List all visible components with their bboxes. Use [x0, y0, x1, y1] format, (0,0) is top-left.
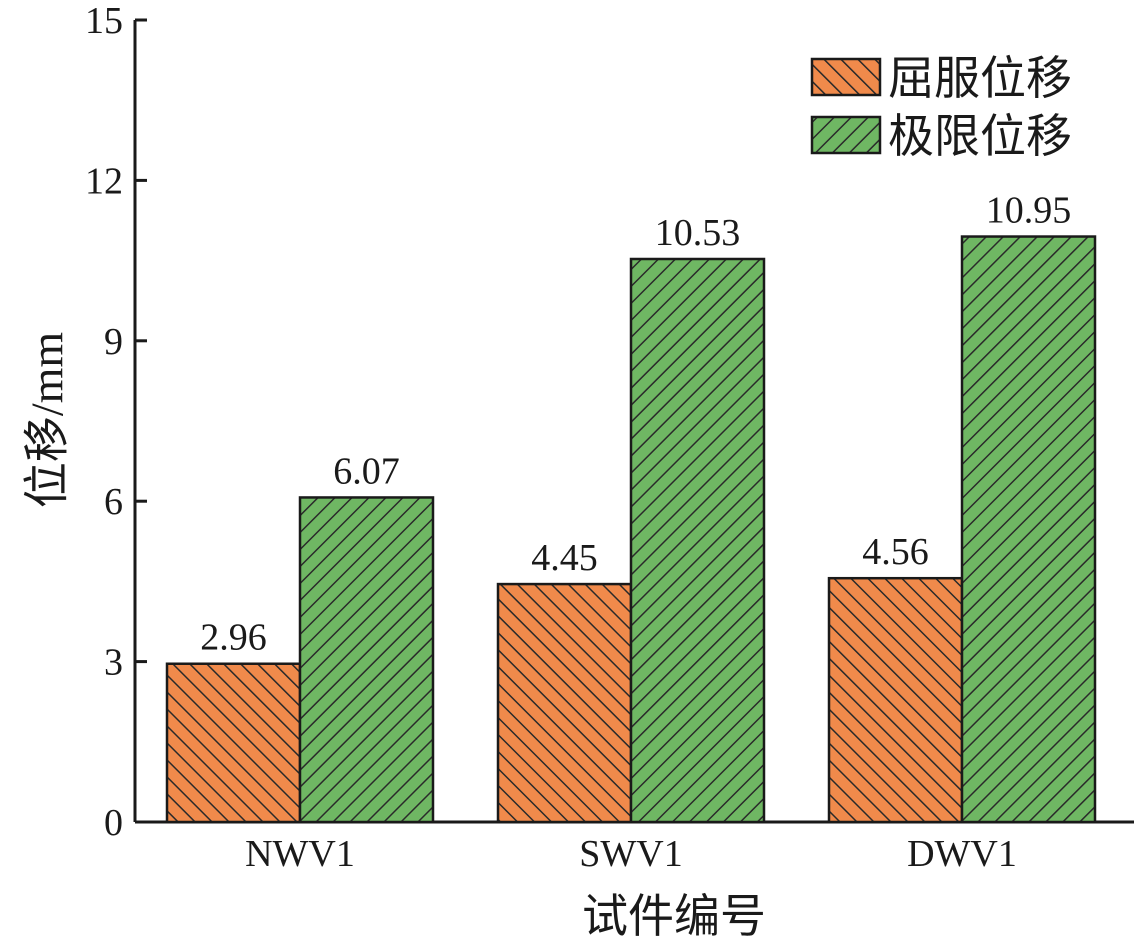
y-axis-title: 位移/mm [22, 332, 73, 509]
bar-ultimate-swv1 [629, 257, 766, 824]
legend: 屈服位移 极限位移 [810, 53, 1072, 162]
bars-layer [165, 235, 1097, 824]
y-tick-label: 12 [85, 160, 123, 202]
legend-swatch-yield [810, 57, 882, 97]
bar-yield-dwv1 [827, 576, 964, 824]
bar-yield-swv1 [496, 582, 633, 824]
data-label-yield-nwv1: 2.96 [200, 617, 267, 659]
legend-swatch-ultimate [810, 115, 882, 155]
y-tick-label: 0 [104, 802, 123, 844]
data-label-ultimate-swv1: 10.53 [655, 212, 741, 254]
y-tick-label: 3 [104, 642, 123, 684]
x-tick-label-swv1: SWV1 [579, 833, 682, 875]
data-label-yield-dwv1: 4.56 [862, 531, 929, 573]
x-axis-title: 试件编号 [582, 891, 766, 942]
legend-label-yield: 屈服位移 [888, 53, 1072, 104]
data-label-ultimate-dwv1: 10.95 [986, 190, 1072, 232]
bar-ultimate-nwv1 [298, 496, 435, 824]
y-tick-label: 15 [85, 0, 123, 42]
y-tick-label: 6 [104, 481, 123, 523]
bar-ultimate-dwv1 [960, 235, 1097, 824]
y-tick-label: 9 [104, 321, 123, 363]
x-tick-label-dwv1: DWV1 [907, 833, 1017, 875]
x-tick-label-nwv1: NWV1 [245, 833, 355, 875]
y-axis-ticks: 0 3 6 9 12 15 [85, 0, 147, 844]
legend-label-ultimate: 极限位移 [888, 111, 1072, 162]
data-labels-layer: 2.96 6.07 4.45 10.53 4.56 10.95 [200, 190, 1071, 659]
bar-yield-nwv1 [165, 662, 302, 824]
data-label-yield-swv1: 4.45 [531, 537, 598, 579]
data-label-ultimate-nwv1: 6.07 [333, 450, 400, 492]
